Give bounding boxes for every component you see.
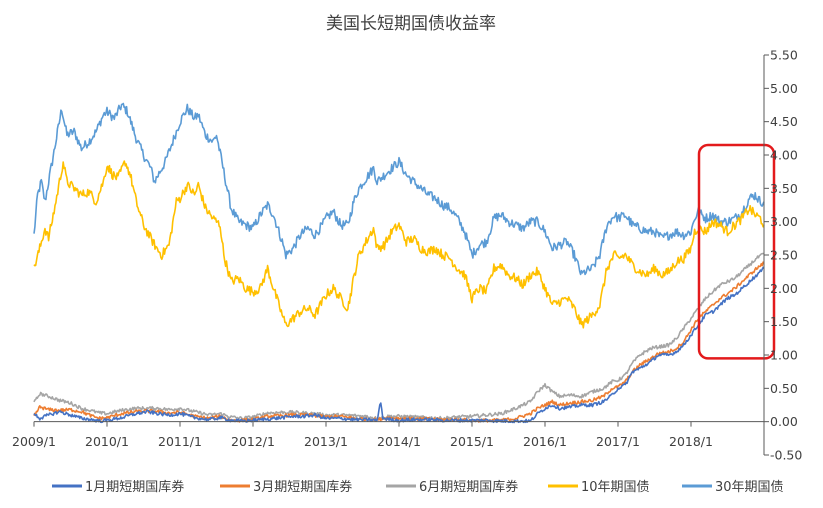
legend: 1月期短期国库券 3月期短期国库券 6月期短期国库券 10年期国债 30年期国债	[52, 479, 784, 495]
y-tick-label: 2.00	[770, 281, 798, 296]
plot-area	[33, 102, 776, 424]
y-tick-label: 0.50	[770, 381, 798, 396]
x-tick-label: 2015/1	[450, 434, 494, 449]
series-line-1	[33, 266, 765, 424]
series-line-3	[33, 252, 765, 421]
y-tick-label: 4.00	[770, 148, 798, 163]
y-tick-label: 3.50	[770, 181, 798, 196]
x-tick-label: 2010/1	[85, 434, 129, 449]
legend-label: 6月期短期国库券	[419, 479, 518, 495]
x-tick-label: 2018/1	[669, 434, 713, 449]
y-tick-label: -0.50	[770, 448, 802, 463]
x-tick-label: 2011/1	[158, 434, 202, 449]
highlight-box	[697, 143, 776, 360]
x-tick-label: 2017/1	[596, 434, 640, 449]
series-line-5	[33, 102, 765, 276]
series-line-2	[33, 261, 765, 423]
legend-label: 30年期国债	[715, 480, 784, 495]
y-tick-label: 1.00	[770, 348, 798, 363]
y-tick-label: 3.00	[770, 214, 798, 229]
series-line-4	[33, 160, 765, 329]
axes: 2009/1 2010/1 2011/1 2012/1 2013/1 2014/1 2015…	[12, 48, 802, 463]
x-tick-label: 2012/1	[231, 434, 275, 449]
x-tick-label: 2013/1	[304, 434, 348, 449]
y-tick-label: 4.50	[770, 114, 798, 129]
y-tick-label: 0.00	[770, 414, 798, 429]
y-tick-label: 2.50	[770, 248, 798, 263]
y-tick-label: 5.50	[770, 48, 798, 63]
chart-title: 美国长短期国债收益率	[326, 14, 496, 34]
legend-label: 10年期国债	[581, 480, 650, 495]
legend-label: 3月期短期国库券	[253, 479, 352, 495]
y-tick-label: 5.00	[770, 81, 798, 96]
x-tick-label: 2014/1	[377, 434, 421, 449]
y-tick-label: 1.50	[770, 314, 798, 329]
x-tick-label: 2016/1	[523, 434, 567, 449]
legend-label: 1月期短期国库券	[85, 479, 184, 495]
x-tick-label: 2009/1	[12, 434, 56, 449]
